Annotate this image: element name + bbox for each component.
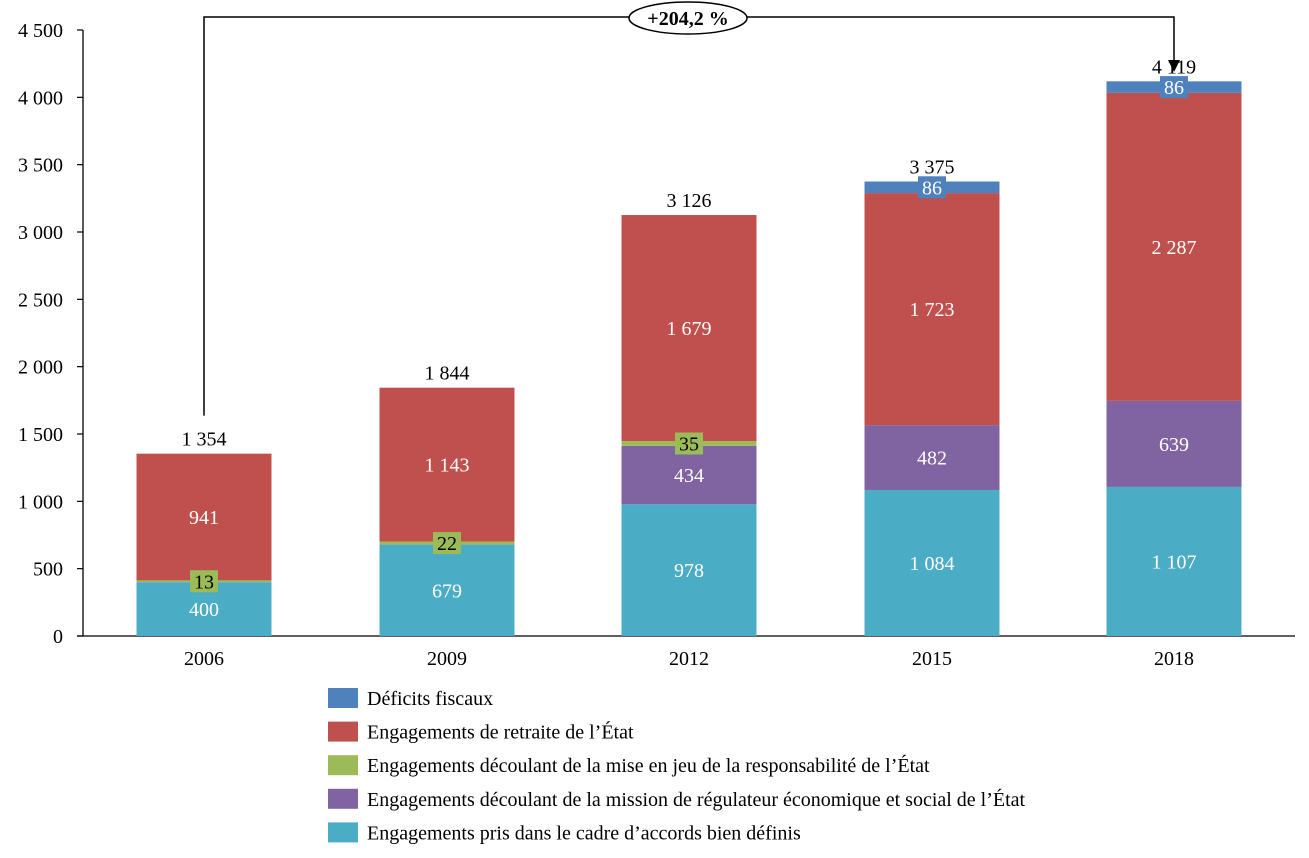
data-label-box bbox=[1160, 76, 1188, 99]
bar-segment bbox=[621, 445, 757, 505]
x-tick-label: 2012 bbox=[669, 648, 709, 670]
y-tick-label: 1 000 bbox=[18, 491, 63, 513]
y-tick-label: 2 000 bbox=[18, 357, 63, 379]
total-label: 1 844 bbox=[425, 363, 470, 385]
data-label: 1 107 bbox=[1152, 551, 1197, 573]
data-label-box bbox=[433, 532, 461, 555]
legend-swatch bbox=[328, 822, 358, 843]
bar-segment bbox=[864, 425, 1000, 491]
legend-swatch bbox=[328, 755, 358, 776]
data-label: 35 bbox=[679, 433, 699, 455]
data-label: 434 bbox=[674, 465, 704, 487]
data-label-box bbox=[918, 176, 946, 199]
legend-swatch bbox=[328, 788, 358, 809]
data-label: 400 bbox=[189, 599, 219, 621]
data-label: 1 679 bbox=[667, 318, 712, 340]
bar-segment bbox=[621, 215, 757, 442]
axes: 0 500 1 000 1 500 2 000 2 500 3 000 3 500 4 000 4… bbox=[18, 20, 1295, 670]
data-label-box bbox=[675, 432, 703, 455]
legend-label: Engagements découlant de la mise en jeu … bbox=[367, 754, 930, 777]
bar-segment bbox=[379, 387, 515, 542]
y-tick-label: 1 500 bbox=[18, 424, 63, 446]
legend-label: Engagements découlant de la mission de r… bbox=[367, 788, 1026, 811]
legend-label: Engagements pris dans le cadre d’accords… bbox=[367, 822, 801, 844]
bar-segment bbox=[1106, 92, 1242, 401]
y-tick-label: 3 000 bbox=[18, 222, 63, 244]
data-label: 22 bbox=[437, 533, 457, 555]
total-label: 3 126 bbox=[667, 190, 712, 212]
data-label: 86 bbox=[1164, 77, 1184, 99]
legend: Déficits fiscaux Engagements de retraite … bbox=[328, 688, 1026, 844]
bar-segment bbox=[379, 544, 515, 636]
annotation-oval bbox=[628, 1, 748, 35]
legend-label: Déficits fiscaux bbox=[367, 688, 493, 710]
x-tick-label: 2018 bbox=[1154, 648, 1194, 670]
data-label: 679 bbox=[432, 580, 462, 602]
data-label: 86 bbox=[922, 177, 942, 199]
bar-segment bbox=[1106, 486, 1242, 636]
x-tick-label: 2015 bbox=[912, 648, 952, 670]
bar-segment bbox=[1106, 400, 1242, 487]
y-tick-label: 4 500 bbox=[18, 20, 63, 42]
legend-swatch bbox=[328, 721, 358, 742]
bars: 400 13 941 1 354 679 22 1 143 1 844 978 434 35 1 67… bbox=[136, 56, 1242, 636]
total-label: 3 375 bbox=[910, 157, 955, 179]
y-tick-label: 500 bbox=[33, 559, 63, 581]
y-tick-label: 0 bbox=[53, 626, 63, 648]
data-label: 2 287 bbox=[1152, 237, 1197, 259]
bar-segment bbox=[864, 490, 1000, 636]
data-label: 1 084 bbox=[910, 553, 955, 575]
data-label: 13 bbox=[194, 571, 214, 593]
bar-segment bbox=[864, 193, 1000, 426]
x-tick-label: 2006 bbox=[184, 648, 224, 670]
data-label: 1 723 bbox=[910, 299, 955, 321]
data-label: 1 143 bbox=[425, 455, 470, 477]
data-label: 941 bbox=[189, 507, 219, 529]
annotation-label: +204,2 % bbox=[647, 8, 728, 30]
data-label-box bbox=[190, 570, 218, 593]
y-tick-label: 2 500 bbox=[18, 289, 63, 311]
legend-label: Engagements de retraite de l’État bbox=[367, 721, 634, 744]
y-tick-label: 4 000 bbox=[18, 87, 63, 109]
x-tick-label: 2009 bbox=[427, 648, 467, 670]
arrow-head-icon bbox=[1168, 60, 1180, 72]
y-tick-label: 3 500 bbox=[18, 155, 63, 177]
data-label: 639 bbox=[1159, 434, 1189, 456]
data-label: 482 bbox=[917, 448, 947, 470]
legend-swatch bbox=[328, 688, 358, 708]
bar-segment bbox=[136, 453, 272, 581]
total-label: 1 354 bbox=[182, 429, 227, 451]
bar-segment bbox=[621, 504, 757, 636]
data-label: 978 bbox=[674, 560, 704, 582]
growth-annotation: +204,2 % bbox=[203, 1, 1180, 416]
